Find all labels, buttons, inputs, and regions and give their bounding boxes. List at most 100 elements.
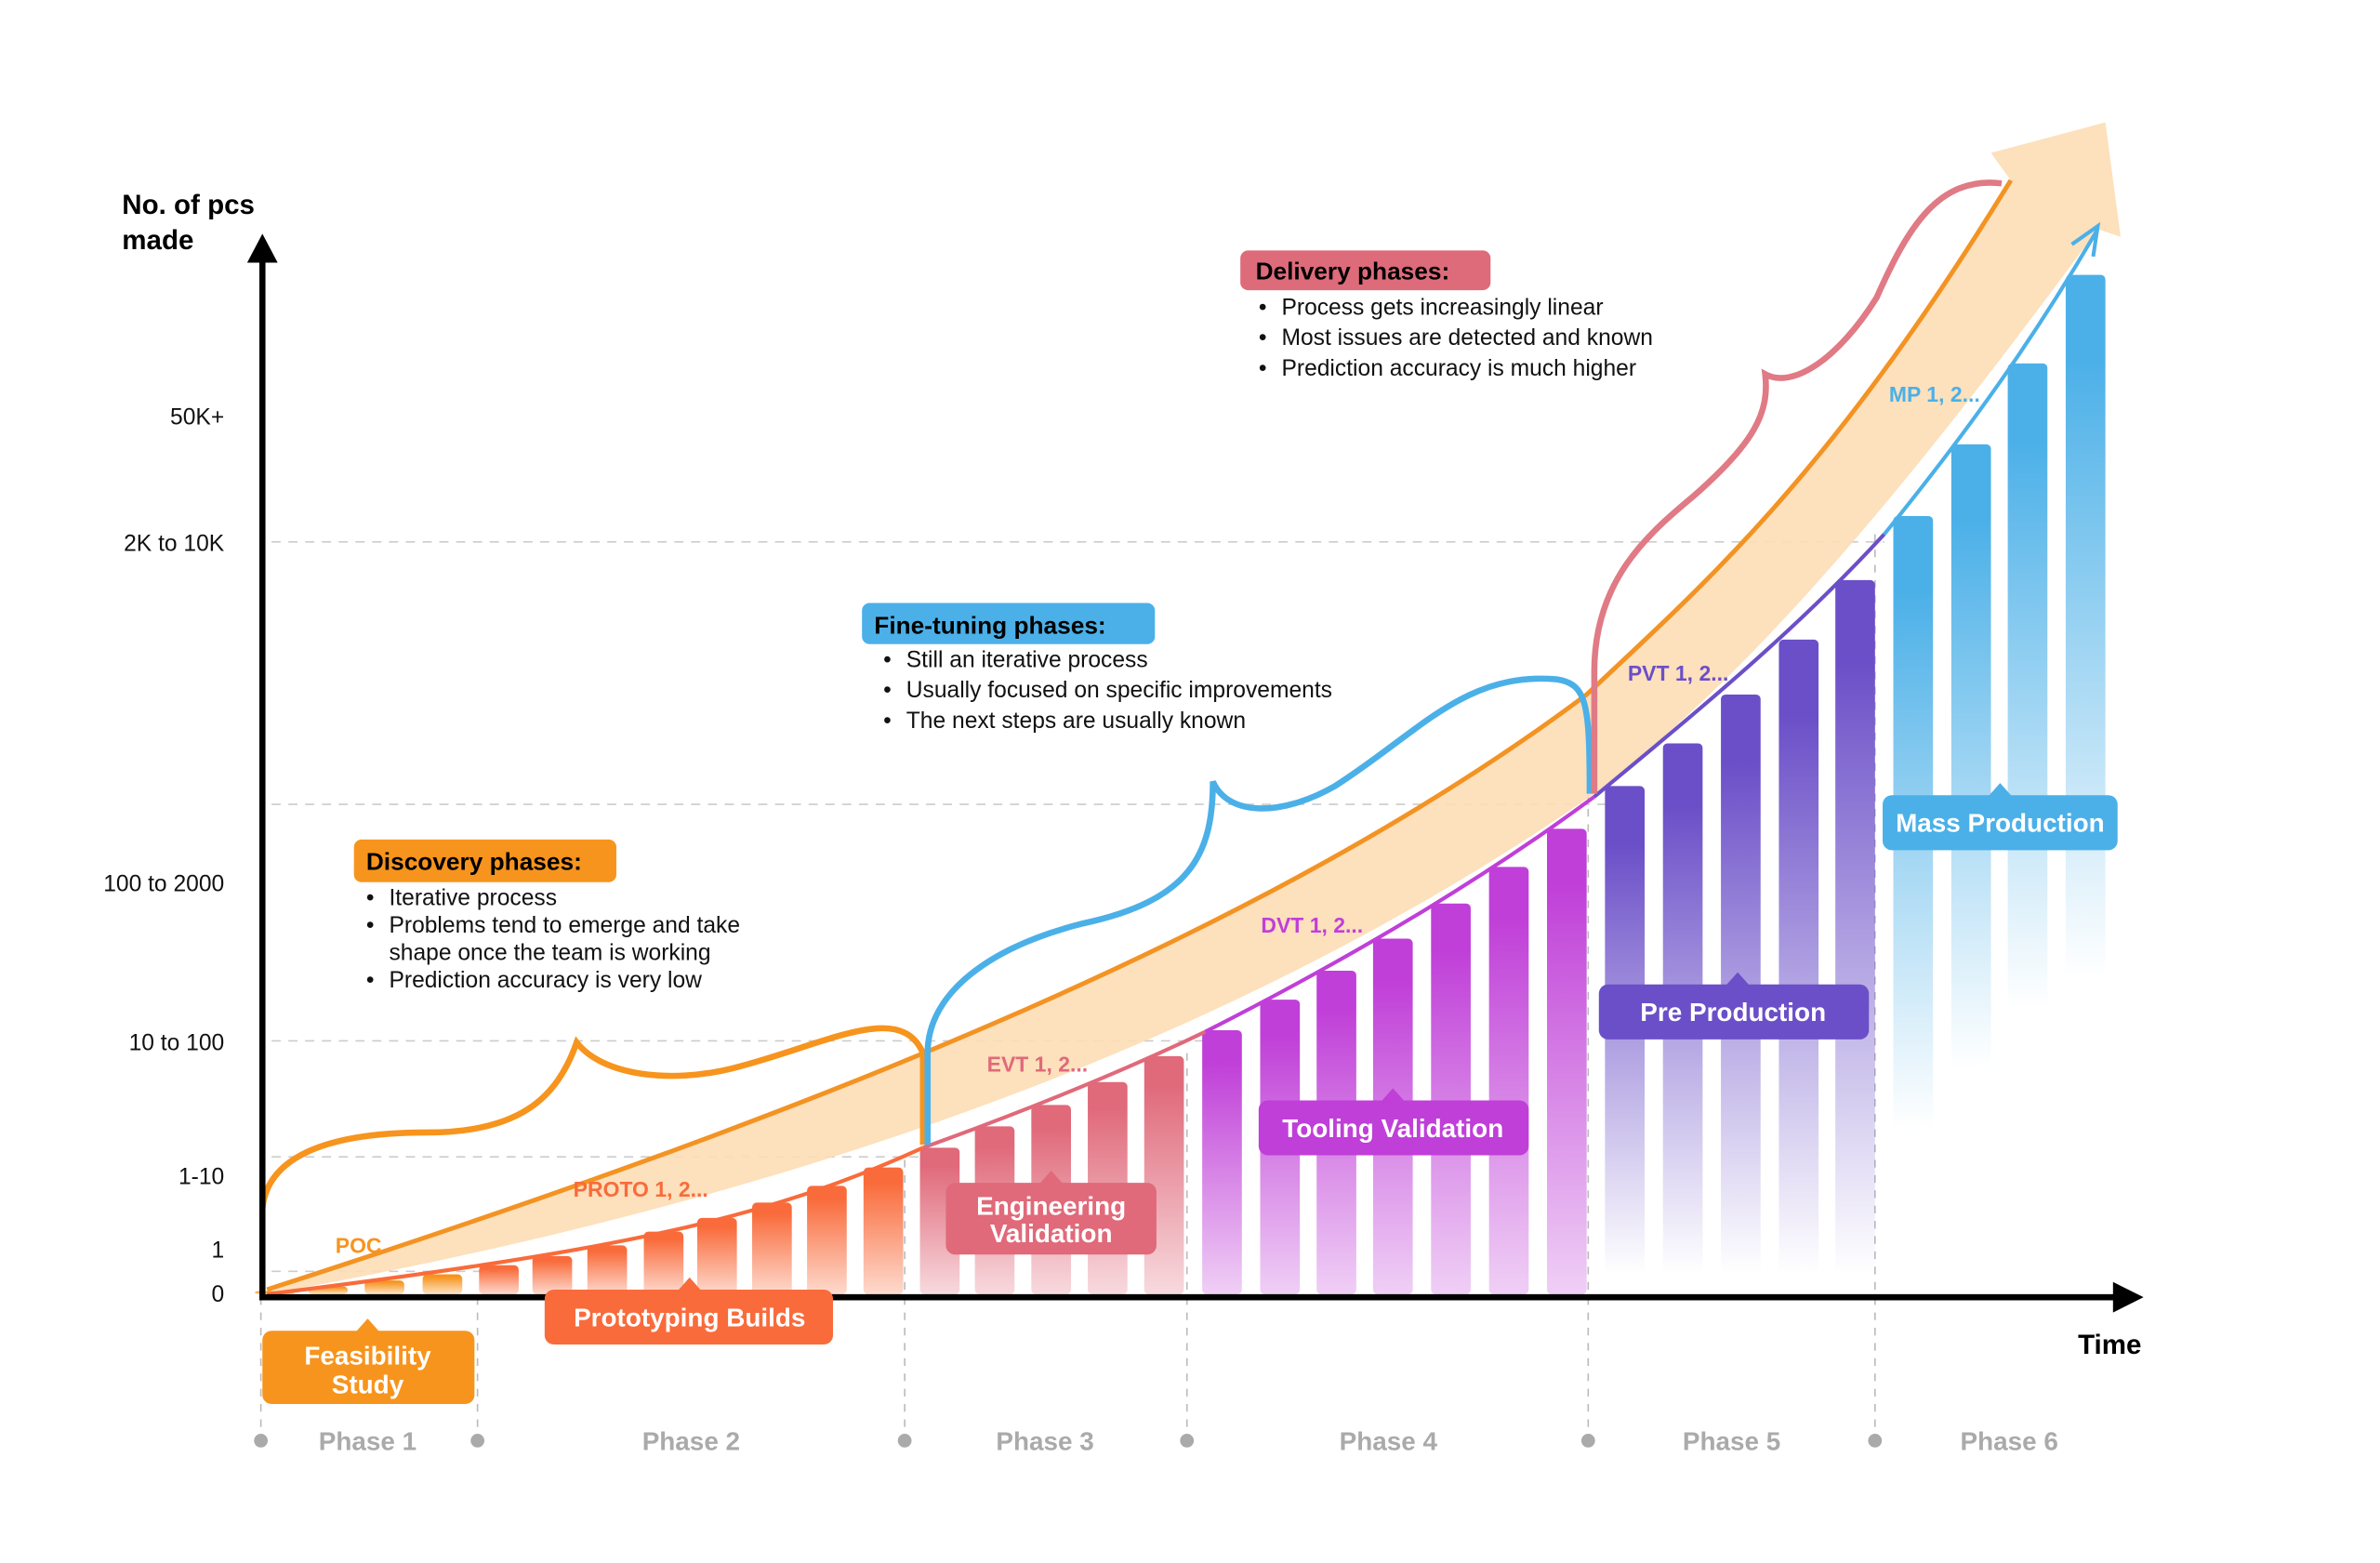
bar-phase-6 — [2007, 363, 2048, 1008]
svg-text:Prototyping Builds: Prototyping Builds — [574, 1303, 805, 1331]
svg-text:Pre Production: Pre Production — [1640, 998, 1826, 1027]
bar-phase-4 — [1431, 903, 1471, 1294]
svg-text:shape once the team is working: shape once the team is working — [389, 941, 710, 966]
iteration-label-mp: MP 1, 2... — [1889, 382, 1980, 406]
y-tick: 50K+ — [170, 405, 224, 430]
phase-label: Phase 3 — [996, 1426, 1093, 1455]
svg-text:Process gets increasingly line: Process gets increasingly linear — [1281, 295, 1603, 320]
phase-marker — [1580, 1434, 1595, 1448]
svg-text:Usually focused on specific im: Usually focused on specific improvements — [906, 678, 1332, 703]
svg-text:Most issues are detected and k: Most issues are detected and known — [1281, 325, 1652, 351]
y-tick: 0 — [212, 1282, 225, 1307]
stage-prototyping: Prototyping Builds — [544, 1277, 833, 1345]
svg-text:•: • — [1259, 325, 1267, 351]
stage-mass-production: Mass Production — [1883, 783, 2118, 851]
phase-label: Phase 4 — [1340, 1426, 1438, 1455]
phase-marker — [254, 1434, 268, 1448]
y-tick: 1-10 — [178, 1165, 224, 1190]
axes: No. of pcs made Time 50K+ 2K to 10K 100 … — [103, 190, 2144, 1360]
svg-text:Study: Study — [332, 1371, 404, 1399]
bar-phase-3 — [1144, 1055, 1184, 1294]
iteration-label-proto: PROTO 1, 2... — [574, 1177, 708, 1201]
bar-phase-2 — [643, 1231, 684, 1294]
callout-finetuning: Fine-tuning phases: • Still an iterative … — [862, 603, 1332, 734]
stage-preproduction: Pre Production — [1598, 972, 1870, 1040]
svg-text:Discovery phases:: Discovery phases: — [366, 848, 582, 876]
band-upper-edge — [266, 179, 2013, 1292]
bar-phase-2 — [479, 1265, 519, 1294]
discovery-brace — [258, 1025, 927, 1210]
svg-text:Validation: Validation — [990, 1219, 1113, 1248]
band-lower-edge-2 — [922, 1029, 1207, 1150]
iteration-label-pvt: PVT 1, 2... — [1628, 661, 1729, 685]
svg-text:•: • — [883, 709, 892, 734]
phase-marker — [897, 1434, 912, 1448]
bar-phase-6 — [2065, 274, 2106, 977]
svg-text:Problems tend to emerge and ta: Problems tend to emerge and take — [389, 913, 740, 938]
bar-phase-2 — [752, 1202, 792, 1294]
bar-phase-4 — [1488, 867, 1529, 1294]
bar-phase-1 — [422, 1274, 463, 1294]
band-lower-edge-1 — [266, 1146, 924, 1296]
bar-phase-2 — [696, 1217, 737, 1294]
svg-text:Iterative process: Iterative process — [389, 885, 557, 910]
iteration-label-poc: POC — [336, 1234, 382, 1258]
finetuning-brace — [924, 675, 1593, 1146]
phase-marker — [1868, 1434, 1883, 1448]
delivery-brace — [1591, 179, 2003, 794]
svg-text:Still an iterative process: Still an iterative process — [906, 647, 1148, 672]
bar-phase-3 — [919, 1147, 960, 1294]
svg-text:•: • — [1259, 295, 1267, 320]
svg-text:Mass Production: Mass Production — [1896, 809, 2105, 838]
y-axis-title: No. of pcs — [122, 190, 255, 220]
callout-discovery: Discovery phases: • Iterative process • Pr… — [353, 839, 740, 993]
svg-text:Feasibility: Feasibility — [304, 1341, 431, 1370]
svg-text:Fine-tuning phases:: Fine-tuning phases: — [874, 611, 1105, 639]
y-axis-arrow-icon — [246, 233, 278, 263]
bar-phase-5 — [1778, 639, 1819, 1275]
svg-text:Tooling Validation: Tooling Validation — [1282, 1114, 1503, 1143]
y-tick: 2K to 10K — [124, 532, 225, 557]
stage-engineering: Engineering Validation — [945, 1170, 1157, 1255]
phase-marker — [470, 1434, 485, 1448]
bar-phase-6 — [1950, 444, 1991, 1069]
phase-label: Phase 1 — [319, 1426, 416, 1455]
svg-text:Delivery phases:: Delivery phases: — [1256, 258, 1450, 285]
bar-phase-2 — [807, 1185, 847, 1294]
iteration-label-evt: EVT 1, 2... — [987, 1052, 1089, 1076]
bar-phase-2 — [532, 1255, 573, 1294]
y-tick: 1 — [212, 1238, 225, 1264]
callout-delivery: Delivery phases: • Process gets increasin… — [1240, 250, 1653, 381]
phase-marker — [1180, 1434, 1195, 1448]
svg-text:Prediction accuracy is much hi: Prediction accuracy is much higher — [1281, 356, 1636, 381]
svg-text:Engineering: Engineering — [976, 1192, 1126, 1221]
bar-phase-1 — [364, 1280, 404, 1294]
y-axis-title: made — [122, 225, 193, 256]
band-lower-edge-3 — [1204, 795, 1596, 1034]
stage-tooling: Tooling Validation — [1258, 1088, 1529, 1156]
iteration-label-dvt: DVT 1, 2... — [1261, 913, 1363, 937]
svg-text:Prediction accuracy is very lo: Prediction accuracy is very low — [389, 968, 702, 993]
phase-label: Phase 6 — [1961, 1426, 2058, 1455]
stage-feasibility: Feasibility Study — [262, 1318, 475, 1405]
bar-phase-2 — [863, 1167, 904, 1294]
phase-axis: Phase 1 Phase 2 Phase 3 Phase 4 Phase 5 … — [254, 1426, 2058, 1455]
phase-label: Phase 2 — [642, 1426, 740, 1455]
x-axis-title: Time — [2078, 1330, 2141, 1360]
svg-text:•: • — [366, 885, 375, 910]
bar-phase-2 — [587, 1245, 628, 1294]
svg-text:•: • — [366, 968, 375, 993]
y-tick: 10 to 100 — [129, 1030, 225, 1055]
bar-phase-4 — [1202, 1029, 1242, 1294]
svg-text:The next steps are usually kno: The next steps are usually known — [906, 709, 1246, 734]
x-axis-arrow-icon — [2112, 1281, 2144, 1313]
bar-phase-5 — [1835, 579, 1875, 1275]
phase-label: Phase 5 — [1683, 1426, 1780, 1455]
svg-text:•: • — [883, 647, 892, 672]
bar-phase-4 — [1547, 828, 1587, 1294]
svg-text:•: • — [883, 678, 892, 703]
band-lower-edge-5 — [1883, 221, 2101, 536]
bars — [255, 274, 2106, 1294]
svg-text:•: • — [366, 913, 375, 938]
